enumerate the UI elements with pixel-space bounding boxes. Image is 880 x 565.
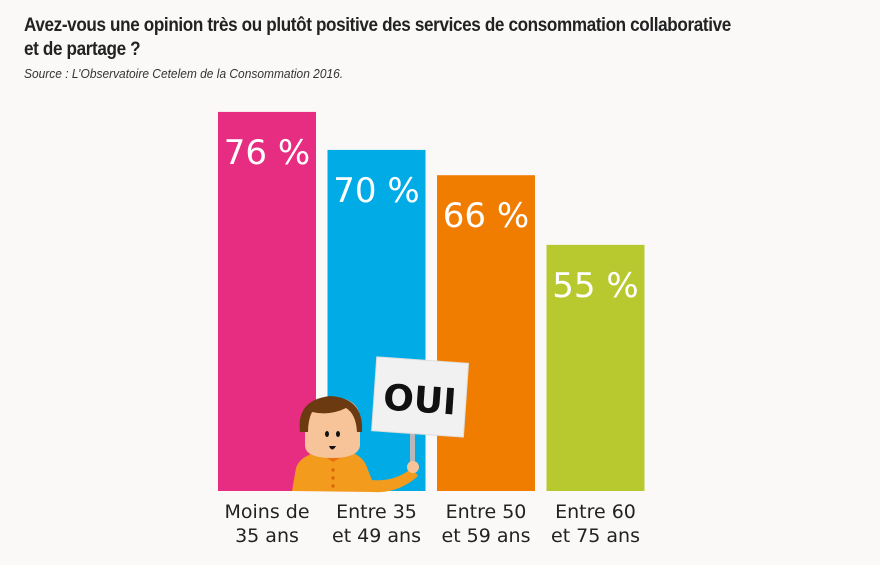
sign-text: OUI <box>382 377 458 423</box>
mascot-hand <box>407 461 419 473</box>
chart-title: Avez-vous une opinion très ou plutôt pos… <box>24 14 780 62</box>
mascot-eye-left <box>325 431 329 437</box>
category-label-2-line-1: et 59 ans <box>442 525 531 547</box>
mascot-eye-right <box>336 431 340 437</box>
category-label-3-line-0: Entre 60 <box>555 501 636 523</box>
chart-source: Source : L’Observatoire Cetelem de la Co… <box>24 66 344 81</box>
category-label-0-line-1: 35 ans <box>235 525 299 547</box>
category-label-2-line-0: Entre 50 <box>446 501 527 523</box>
category-label-1-line-1: et 49 ans <box>332 525 421 547</box>
data-label-2: 66 % <box>443 196 529 236</box>
category-label-1-line-0: Entre 35 <box>336 501 417 523</box>
bar-2 <box>437 175 535 491</box>
data-label-1: 70 % <box>333 171 419 211</box>
sign-board: OUI <box>371 356 470 438</box>
data-label-3: 55 % <box>552 266 638 306</box>
chart-title-line-2: et de partage ? <box>24 39 141 60</box>
mascot-illustration: OUI <box>292 356 470 493</box>
chart-title-line-1: Avez-vous une opinion très ou plutôt pos… <box>24 15 731 36</box>
mascot-hair <box>299 396 363 432</box>
mascot-mouth <box>329 446 336 450</box>
sign-stick <box>410 425 415 477</box>
data-label-0: 76 % <box>224 133 310 173</box>
mascot-body <box>292 452 418 493</box>
category-label-3-line-1: et 75 ans <box>551 525 640 547</box>
category-label-0-line-0: Moins de <box>224 501 309 523</box>
bar-3 <box>546 244 645 491</box>
